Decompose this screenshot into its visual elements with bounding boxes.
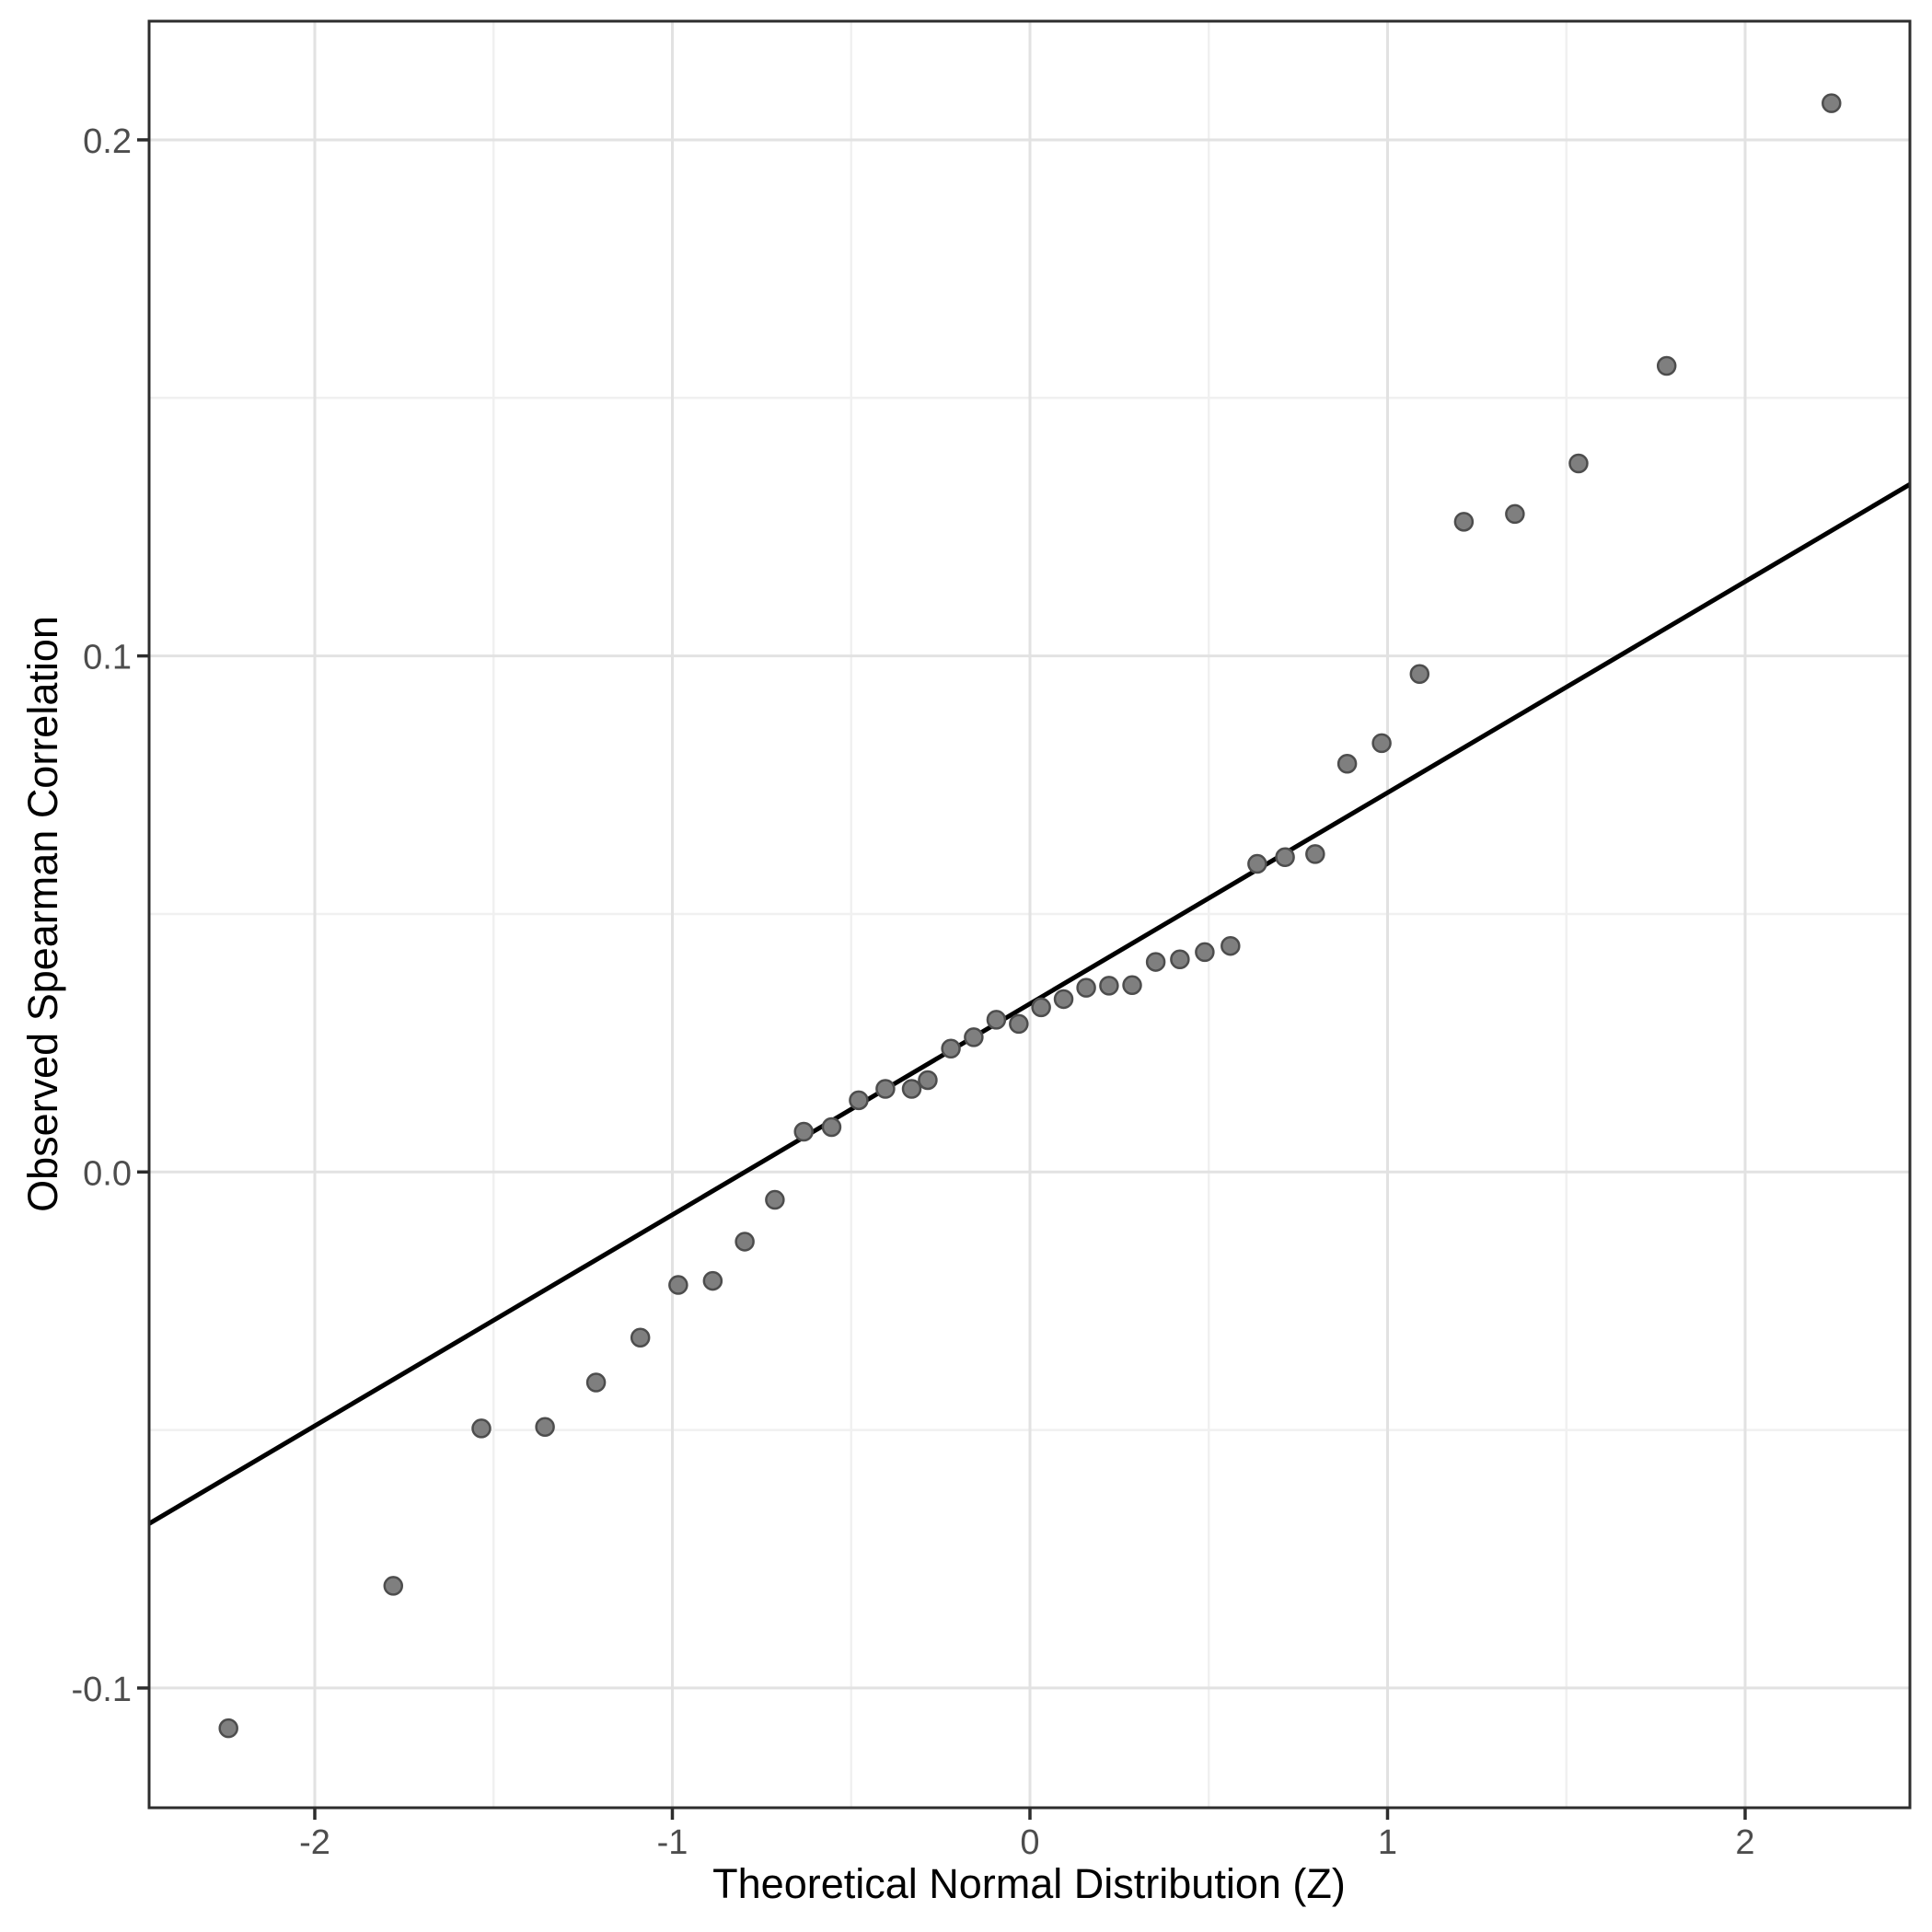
data-point bbox=[1453, 512, 1475, 532]
data-point bbox=[964, 1027, 984, 1047]
data-point bbox=[1305, 844, 1325, 864]
qq-reference-line bbox=[147, 482, 1912, 1526]
data-point bbox=[918, 1070, 938, 1091]
data-point bbox=[702, 1270, 723, 1291]
x-axis-tick-label: 2 bbox=[1735, 1823, 1754, 1862]
data-point bbox=[1195, 942, 1215, 963]
data-point bbox=[218, 1718, 238, 1739]
data-point bbox=[941, 1038, 961, 1059]
data-point bbox=[765, 1189, 785, 1210]
data-point bbox=[986, 1010, 1007, 1030]
data-point bbox=[1505, 503, 1525, 525]
y-axis-tick-label: -0.1 bbox=[72, 1671, 132, 1709]
data-point bbox=[471, 1418, 492, 1439]
data-point bbox=[585, 1372, 607, 1393]
data-point bbox=[1170, 949, 1190, 970]
y-axis-tick-label: 0.0 bbox=[83, 1154, 132, 1193]
plot-layers: -2 -1 0 1 2 -0.1 0.0 0.1 0.2 bbox=[72, 19, 1912, 1862]
x-axis-title: Theoretical Normal Distribution (Z) bbox=[712, 1860, 1346, 1907]
data-point bbox=[1031, 997, 1051, 1018]
y-axis-tick-label: 0.2 bbox=[83, 122, 132, 161]
data-point bbox=[849, 1090, 869, 1111]
data-point bbox=[535, 1417, 555, 1437]
data-point bbox=[383, 1576, 404, 1596]
data-point bbox=[1099, 976, 1119, 996]
data-point bbox=[1076, 978, 1096, 998]
data-point bbox=[1247, 853, 1267, 874]
data-point bbox=[1822, 93, 1842, 113]
data-point bbox=[1275, 847, 1295, 868]
data-point bbox=[668, 1275, 688, 1295]
data-point bbox=[875, 1079, 896, 1099]
data-point bbox=[1656, 355, 1677, 376]
data-point bbox=[1409, 664, 1430, 684]
data-point bbox=[1336, 754, 1358, 774]
data-point bbox=[1122, 975, 1142, 996]
data-point bbox=[901, 1079, 922, 1099]
y-axis-title: Observed Spearman Correlation bbox=[19, 616, 66, 1212]
x-axis-tick-label: -1 bbox=[657, 1823, 688, 1862]
data-point bbox=[821, 1116, 842, 1138]
data-point bbox=[630, 1327, 651, 1348]
x-axis-tick-label: -2 bbox=[299, 1823, 330, 1862]
data-point bbox=[793, 1121, 814, 1142]
data-point bbox=[1568, 453, 1589, 474]
y-axis-tick-label: 0.1 bbox=[83, 639, 132, 677]
data-point bbox=[1221, 935, 1241, 956]
data-point bbox=[1371, 733, 1392, 754]
data-point bbox=[735, 1232, 755, 1252]
data-point bbox=[1053, 989, 1074, 1010]
x-axis-tick-label: 1 bbox=[1378, 1823, 1397, 1862]
data-point bbox=[1145, 952, 1166, 972]
x-axis-tick-label: 0 bbox=[1020, 1823, 1039, 1862]
data-point bbox=[1009, 1013, 1029, 1035]
